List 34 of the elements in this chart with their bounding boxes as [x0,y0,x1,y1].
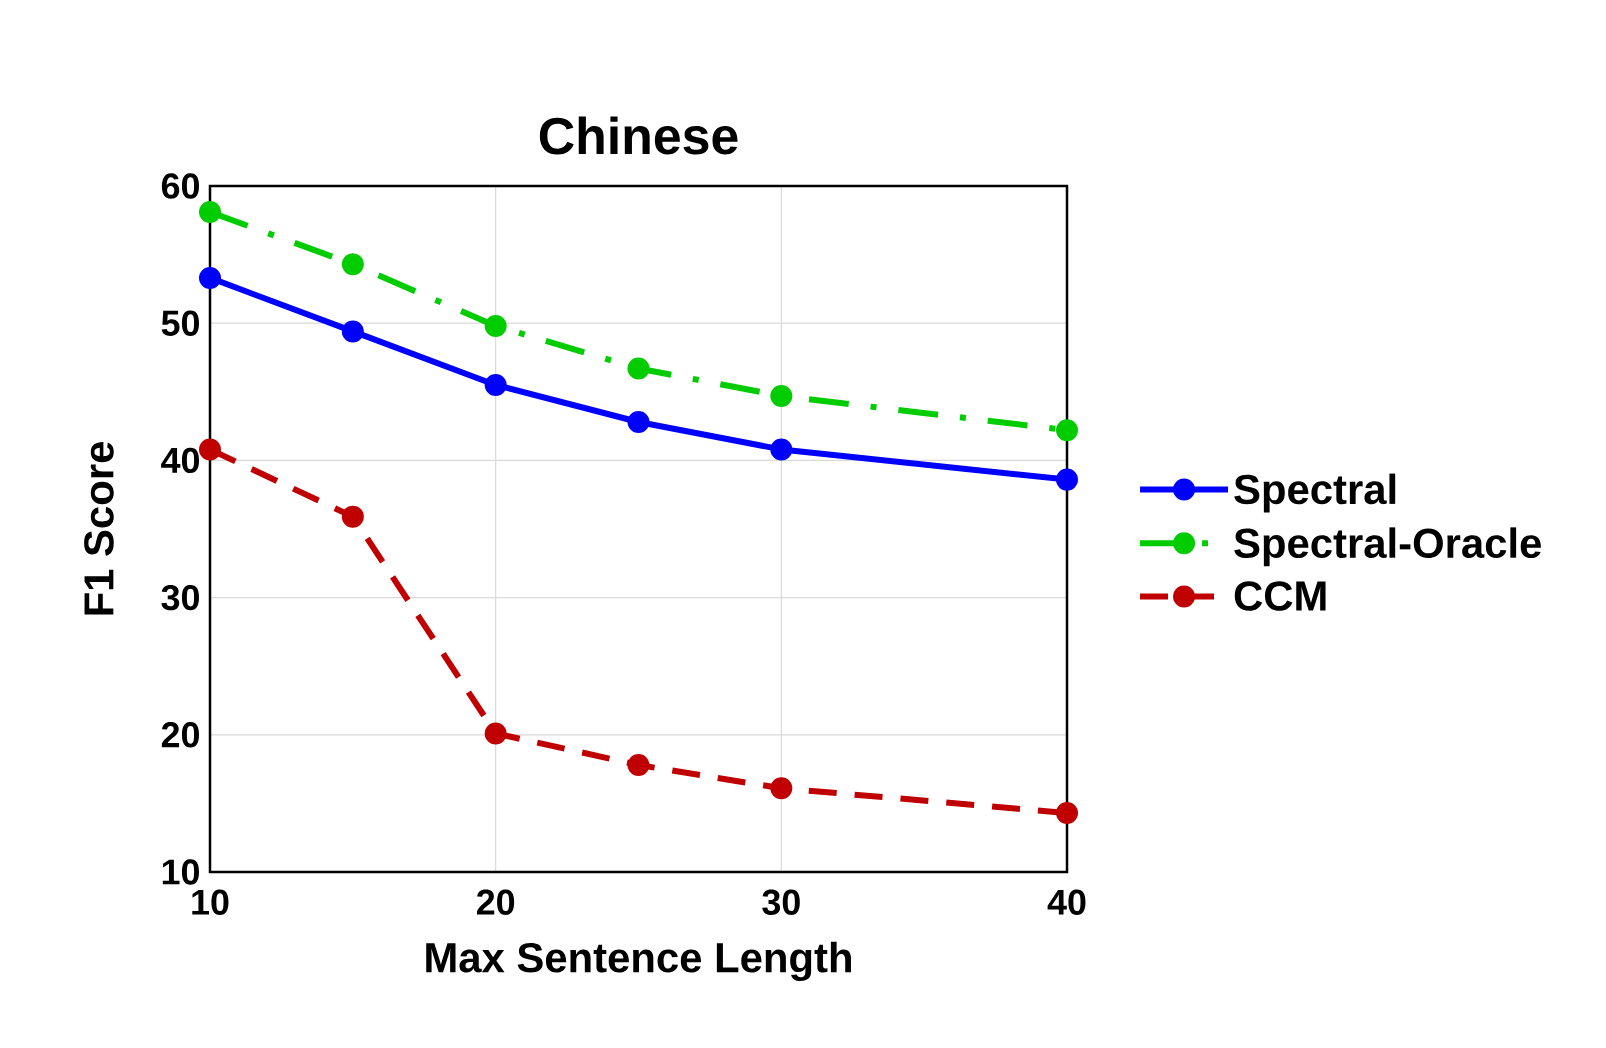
point [770,777,793,800]
x-axis-title: Max Sentence Length [426,941,851,981]
x-tick-label: 40 [1047,889,1086,915]
point [770,384,793,407]
chart-title: Chinese [539,116,738,155]
point [1056,419,1079,442]
legend-label: CCM [1234,581,1326,611]
point [770,438,793,461]
point [484,373,507,396]
point [627,410,650,433]
point [1056,468,1079,491]
point [199,201,221,224]
x-tick-label: 20 [476,889,515,915]
y-tick-label: 60 [161,173,199,199]
legend-label: Spectral [1234,473,1396,513]
point [627,753,650,776]
y-axis-title: F1 Score [84,442,114,615]
point [341,253,364,276]
point [1056,802,1079,824]
y-tick-label: 10 [162,859,199,885]
y-tick-label: 40 [161,447,199,474]
point [341,505,364,528]
point [199,438,221,461]
y-tick-label: 20 [161,722,199,748]
point [341,320,364,343]
point [627,357,650,380]
y-tick-label: 30 [161,584,199,611]
point [484,314,507,337]
legend-label: Spectral-Oracle [1234,527,1541,567]
point [484,722,507,745]
y-tick-label: 50 [161,310,199,336]
x-tick-label: 30 [762,889,800,915]
point [199,266,221,289]
x-tick-label: 10 [192,889,229,915]
